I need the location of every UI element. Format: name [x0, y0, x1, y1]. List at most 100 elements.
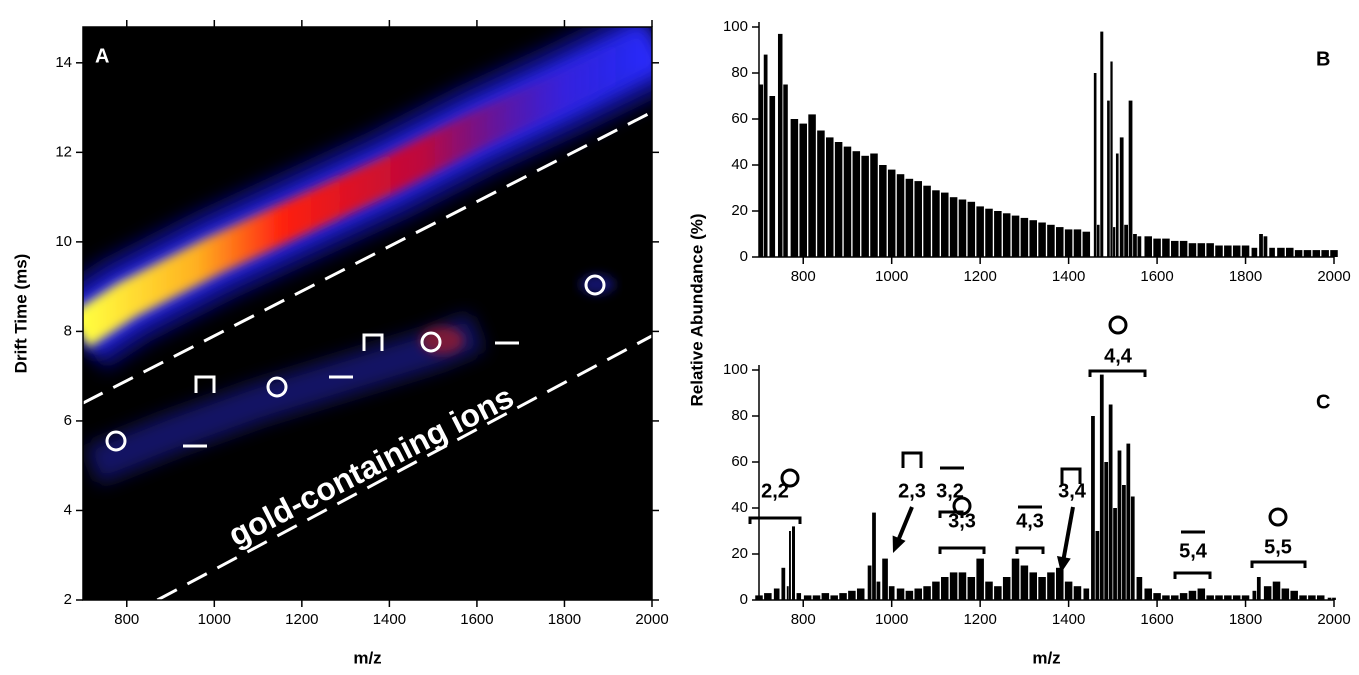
x-tick-label: 2000 [1317, 268, 1350, 285]
peak [1011, 215, 1020, 257]
peak [764, 593, 772, 600]
peak [1113, 508, 1117, 600]
peak-bracket [1015, 546, 1045, 554]
peak [1263, 236, 1268, 257]
peak [967, 201, 976, 257]
peak [1107, 100, 1110, 257]
peak [870, 153, 878, 257]
peak [790, 119, 799, 257]
peak [1327, 597, 1332, 600]
peak [1259, 234, 1263, 257]
y-tick-label: 6 [64, 412, 72, 429]
peak [1281, 588, 1290, 600]
peak [905, 590, 914, 600]
y-tick-label: 60 [731, 110, 748, 127]
panel-label: C [1316, 391, 1330, 413]
circle-symbol [266, 376, 288, 398]
guide-line [156, 334, 652, 600]
peak [914, 181, 922, 257]
peak [1073, 229, 1082, 257]
peak [1126, 443, 1131, 600]
peak [941, 577, 949, 600]
y-tick-label: 20 [731, 545, 748, 562]
peak [914, 588, 922, 600]
peak [1029, 220, 1037, 257]
peak [1082, 231, 1091, 257]
peak [812, 595, 821, 600]
peak [1171, 595, 1179, 600]
x-tick-label: 1400 [1052, 611, 1085, 628]
bracket-symbol [194, 375, 216, 393]
peak [769, 96, 776, 257]
panel-label: A [95, 45, 109, 67]
peak [861, 155, 869, 257]
peak [967, 577, 976, 600]
peak [1263, 586, 1272, 600]
peak [923, 185, 931, 257]
x-tick-label: 1400 [373, 611, 406, 628]
y-tick-label: 80 [731, 64, 748, 81]
peak [1133, 234, 1137, 257]
y-tick-label: 8 [64, 322, 72, 339]
peak [803, 595, 812, 600]
x-tick-label: 1800 [1229, 611, 1262, 628]
peak-annotation: 5,4 [1179, 540, 1208, 562]
arrow-head [892, 535, 906, 553]
peak [1224, 245, 1232, 257]
peak [1144, 588, 1152, 600]
peak [1122, 485, 1126, 600]
y-axis-label: Relative Abundance (%) [687, 213, 706, 406]
circle-symbol [780, 468, 800, 488]
peak [879, 165, 887, 257]
peak [1232, 595, 1241, 600]
peak [786, 586, 789, 600]
y-axis-label: Drift Time (ms) [11, 254, 30, 374]
y-tick-label: 40 [731, 156, 748, 173]
x-tick-label: 1600 [1140, 611, 1173, 628]
peak [1104, 462, 1109, 600]
peak [1153, 593, 1161, 600]
peak [791, 526, 796, 600]
circle-symbol [1268, 507, 1288, 527]
peak [976, 206, 984, 257]
peak-annotation: 3,4 [1058, 480, 1087, 502]
x-tick-label: 1000 [875, 268, 908, 285]
peak [781, 567, 786, 600]
heatmap [83, 27, 652, 600]
peak [1091, 416, 1095, 600]
peak [783, 84, 788, 257]
peak [958, 199, 967, 257]
peak [1096, 224, 1100, 257]
peak [1269, 247, 1275, 257]
y-tick-label: 100 [723, 361, 748, 378]
peak [1188, 590, 1197, 600]
peak [1321, 250, 1329, 257]
peak [1119, 137, 1124, 257]
y-tick-label: 0 [740, 591, 748, 608]
circle-symbol [1108, 315, 1128, 335]
peak [808, 114, 816, 258]
peak [1290, 590, 1298, 600]
peak [773, 588, 780, 600]
peak [994, 586, 1002, 600]
peak [994, 211, 1002, 257]
bracket-symbol [362, 333, 384, 351]
y-tick-label: 2 [64, 591, 72, 608]
peak [1095, 531, 1100, 600]
circle-symbol [952, 496, 972, 516]
peak [1312, 250, 1321, 257]
plot-frame [82, 26, 653, 601]
guide-line [83, 110, 652, 405]
x-axis-label: m/z [353, 648, 381, 667]
peak-bracket [1088, 369, 1147, 377]
peak [872, 512, 876, 600]
y-tick-label: 4 [64, 501, 72, 518]
peak-annotation: 3,2 [936, 480, 964, 502]
y-tick-label: 60 [731, 453, 748, 470]
peak [1330, 250, 1338, 257]
peak-annotation: 2,3 [898, 480, 926, 502]
peak [985, 581, 993, 600]
peak [1171, 240, 1179, 257]
y-tick-label: 10 [55, 233, 72, 250]
peak [759, 84, 764, 257]
